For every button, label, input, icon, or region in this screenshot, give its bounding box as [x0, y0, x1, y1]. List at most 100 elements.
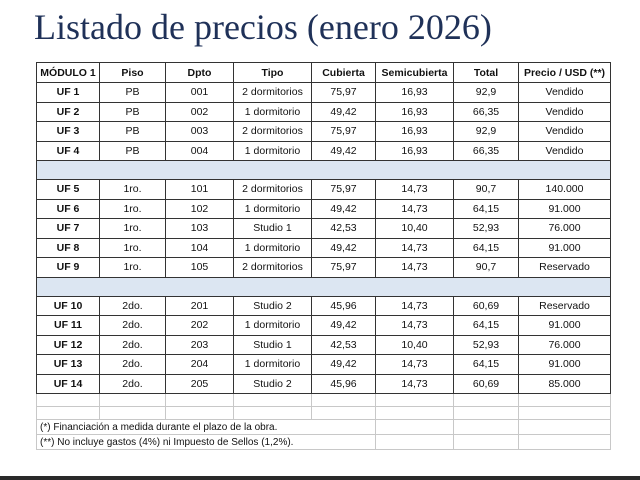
- cell-precio: Reservado: [518, 295, 611, 316]
- cell-dpto: 001: [165, 82, 234, 103]
- cell-piso: 1ro.: [99, 237, 166, 258]
- cell-tipo: 1 dormitorio: [233, 101, 312, 122]
- cell-uf: UF 9: [36, 257, 100, 278]
- cell-tipo: 1 dormitorio: [233, 315, 312, 336]
- cell-dpto: 104: [165, 237, 234, 258]
- cell-dpto: 004: [165, 140, 234, 161]
- cell-dpto: 202: [165, 315, 234, 336]
- cell-total: 90,7: [453, 179, 519, 200]
- empty-cell: [375, 419, 454, 435]
- cell-cubierta: 45,96: [311, 295, 376, 316]
- header-tipo: Tipo: [233, 62, 312, 83]
- cell-semicubierta: 16,93: [375, 140, 454, 161]
- header-precio: Precio / USD (**): [518, 62, 611, 83]
- cell-cubierta: 49,42: [311, 101, 376, 122]
- cell-dpto: 003: [165, 121, 234, 142]
- cell-piso: 1ro.: [99, 257, 166, 278]
- cell-piso: 2do.: [99, 295, 166, 316]
- cell-cubierta: 75,97: [311, 257, 376, 278]
- cell-semicubierta: 14,73: [375, 373, 454, 394]
- header-piso: Piso: [99, 62, 166, 83]
- cell-tipo: Studio 1: [233, 334, 312, 355]
- cell-tipo: 1 dormitorio: [233, 198, 312, 219]
- cell-total: 90,7: [453, 257, 519, 278]
- table-row: UF 12 2do. 203 Studio 1 42,53 10,40 52,93 76.00…: [36, 334, 611, 355]
- cell-cubierta: 49,42: [311, 354, 376, 375]
- cell-piso: 2do.: [99, 315, 166, 336]
- cell-total: 66,35: [453, 140, 519, 161]
- cell-precio: 91.000: [518, 354, 611, 375]
- cell-semicubierta: 14,73: [375, 354, 454, 375]
- cell-precio: Vendido: [518, 82, 611, 103]
- cell-piso: PB: [99, 121, 166, 142]
- empty-cell: [518, 393, 611, 407]
- empty-cell: [518, 406, 611, 420]
- empty-cell: [165, 406, 234, 420]
- group-separator-row: [36, 160, 611, 180]
- cell-precio: Vendido: [518, 121, 611, 142]
- cell-precio: 76.000: [518, 334, 611, 355]
- note-row: (**) No incluye gastos (4%) ni Impuesto …: [36, 434, 611, 450]
- cell-piso: 1ro.: [99, 179, 166, 200]
- cell-cubierta: 75,97: [311, 121, 376, 142]
- empty-cell: [518, 434, 611, 450]
- cell-cubierta: 75,97: [311, 82, 376, 103]
- cell-total: 66,35: [453, 101, 519, 122]
- cell-dpto: 201: [165, 295, 234, 316]
- cell-cubierta: 49,42: [311, 198, 376, 219]
- empty-cell: [36, 406, 100, 420]
- cell-uf: UF 7: [36, 218, 100, 239]
- cell-uf: UF 5: [36, 179, 100, 200]
- cell-uf: UF 6: [36, 198, 100, 219]
- cell-piso: PB: [99, 82, 166, 103]
- cell-uf: UF 11: [36, 315, 100, 336]
- footnote-text: (**) No incluye gastos (4%) ni Impuesto …: [36, 434, 376, 450]
- cell-tipo: 1 dormitorio: [233, 140, 312, 161]
- cell-semicubierta: 14,73: [375, 315, 454, 336]
- empty-cell: [99, 393, 166, 407]
- table-row: UF 10 2do. 201 Studio 2 45,96 14,73 60,69 Reser…: [36, 295, 611, 316]
- cell-uf: UF 4: [36, 140, 100, 161]
- header-semicubierta: Semicubierta: [375, 62, 454, 83]
- page-title: Listado de precios (enero 2026): [34, 7, 492, 47]
- cell-semicubierta: 14,73: [375, 257, 454, 278]
- empty-cell: [453, 406, 519, 420]
- cell-precio: 91.000: [518, 237, 611, 258]
- cell-tipo: 1 dormitorio: [233, 354, 312, 375]
- table-row: UF 13 2do. 204 1 dormitorio 49,42 14,73 64,15 9…: [36, 354, 611, 375]
- cell-precio: 91.000: [518, 198, 611, 219]
- empty-row: [36, 393, 611, 407]
- empty-cell: [311, 406, 376, 420]
- cell-total: 60,69: [453, 373, 519, 394]
- header-total: Total: [453, 62, 519, 83]
- cell-semicubierta: 14,73: [375, 237, 454, 258]
- cell-tipo: Studio 2: [233, 295, 312, 316]
- cell-semicubierta: 14,73: [375, 179, 454, 200]
- cell-tipo: 2 dormitorios: [233, 121, 312, 142]
- table-row: UF 5 1ro. 101 2 dormitorios 75,97 14,73 90,7 14…: [36, 179, 611, 200]
- empty-cell: [375, 393, 454, 407]
- group-separator-row: [36, 276, 611, 297]
- empty-cell: [233, 406, 312, 420]
- cell-piso: PB: [99, 101, 166, 122]
- empty-cell: [165, 393, 234, 407]
- cell-semicubierta: 10,40: [375, 218, 454, 239]
- cell-semicubierta: 16,93: [375, 101, 454, 122]
- cell-precio: 76.000: [518, 218, 611, 239]
- cell-cubierta: 75,97: [311, 179, 376, 200]
- cell-total: 52,93: [453, 218, 519, 239]
- cell-tipo: 1 dormitorio: [233, 237, 312, 258]
- cell-cubierta: 49,42: [311, 237, 376, 258]
- cell-cubierta: 49,42: [311, 140, 376, 161]
- cell-dpto: 102: [165, 198, 234, 219]
- bottom-rule: [0, 476, 640, 480]
- table-row: UF 9 1ro. 105 2 dormitorios 75,97 14,73 90,7 Re…: [36, 257, 611, 278]
- cell-tipo: 2 dormitorios: [233, 179, 312, 200]
- table-body: UF 1 PB 001 2 dormitorios 75,97 16,93 92,9 Vend…: [36, 82, 611, 450]
- table-header-row: MÓDULO 1 Piso Dpto Tipo Cubierta Semicub…: [36, 62, 611, 83]
- table-row: UF 8 1ro. 104 1 dormitorio 49,42 14,73 64,15 91…: [36, 237, 611, 258]
- cell-semicubierta: 16,93: [375, 121, 454, 142]
- cell-precio: 85.000: [518, 373, 611, 394]
- cell-dpto: 204: [165, 354, 234, 375]
